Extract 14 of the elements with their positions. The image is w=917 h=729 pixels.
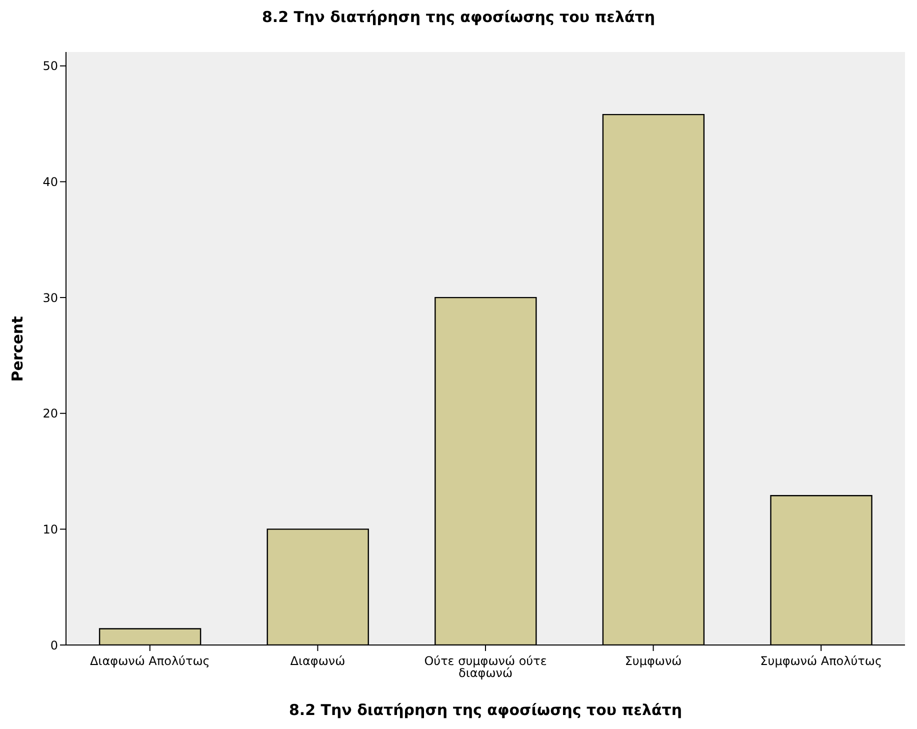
y-tick-label: 0 xyxy=(50,638,58,652)
x-tick-label: Διαφωνώ Απολύτως xyxy=(90,654,210,668)
x-tick-label: Διαφωνώ xyxy=(290,654,346,668)
y-tick-label: 50 xyxy=(42,59,58,74)
x-tick-label: Συμφωνώ xyxy=(624,654,682,668)
y-tick-label: 30 xyxy=(42,290,58,305)
x-axis-title: 8.2 Την διατήρηση της αφοσίωσης του πελάτη xyxy=(288,701,684,719)
y-tick-label: 20 xyxy=(42,406,58,421)
x-tick-label: Ούτε συμφωνώ ούτε διαφωνώ xyxy=(424,654,547,680)
y-tick-label: 40 xyxy=(42,174,58,189)
y-tick-label: 10 xyxy=(42,522,58,536)
chart-title: 8.2 Την διατήρηση της αφοσίωσης του πελάτη xyxy=(260,8,656,26)
y-axis-title: Percent xyxy=(9,316,28,382)
x-tick-label: Συμφωνώ Απολύτως xyxy=(760,654,882,668)
